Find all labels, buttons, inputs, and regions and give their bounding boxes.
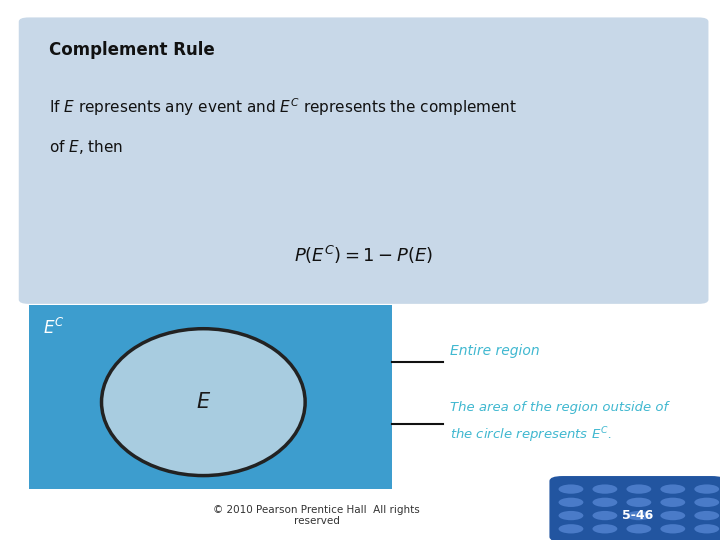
Text: Complement Rule: Complement Rule bbox=[49, 41, 215, 59]
Circle shape bbox=[660, 511, 685, 520]
FancyBboxPatch shape bbox=[549, 476, 720, 540]
Circle shape bbox=[694, 498, 719, 507]
Text: $P(E^C) = 1 - P(E)$: $P(E^C) = 1 - P(E)$ bbox=[294, 244, 433, 266]
Text: of $\it{E}$, then: of $\it{E}$, then bbox=[49, 138, 123, 157]
Circle shape bbox=[559, 511, 583, 520]
Text: If $\it{E}$ represents any event and $\it{E}^C$ represents the complement: If $\it{E}$ represents any event and $\i… bbox=[49, 97, 517, 118]
Circle shape bbox=[694, 484, 719, 494]
Circle shape bbox=[559, 484, 583, 494]
Circle shape bbox=[626, 524, 652, 534]
Text: The area of the region outside of: The area of the region outside of bbox=[450, 401, 668, 414]
Text: Entire region: Entire region bbox=[450, 344, 540, 358]
Circle shape bbox=[694, 511, 719, 520]
Circle shape bbox=[694, 524, 719, 534]
Circle shape bbox=[660, 524, 685, 534]
Circle shape bbox=[593, 524, 617, 534]
Text: © 2010 Pearson Prentice Hall  All rights
reserved: © 2010 Pearson Prentice Hall All rights … bbox=[213, 505, 420, 526]
Text: $\it{E}$: $\it{E}$ bbox=[196, 392, 211, 412]
FancyBboxPatch shape bbox=[19, 17, 708, 304]
Text: the circle represents $E^C$.: the circle represents $E^C$. bbox=[450, 426, 612, 446]
Circle shape bbox=[660, 498, 685, 507]
Ellipse shape bbox=[102, 329, 305, 476]
Circle shape bbox=[660, 484, 685, 494]
Text: $\it{E}^C$: $\it{E}^C$ bbox=[43, 318, 66, 339]
Circle shape bbox=[626, 511, 652, 520]
Circle shape bbox=[593, 511, 617, 520]
Circle shape bbox=[559, 498, 583, 507]
Circle shape bbox=[626, 484, 652, 494]
Text: 5-46: 5-46 bbox=[621, 509, 653, 522]
Circle shape bbox=[593, 484, 617, 494]
Circle shape bbox=[559, 524, 583, 534]
Circle shape bbox=[626, 498, 652, 507]
Circle shape bbox=[593, 498, 617, 507]
